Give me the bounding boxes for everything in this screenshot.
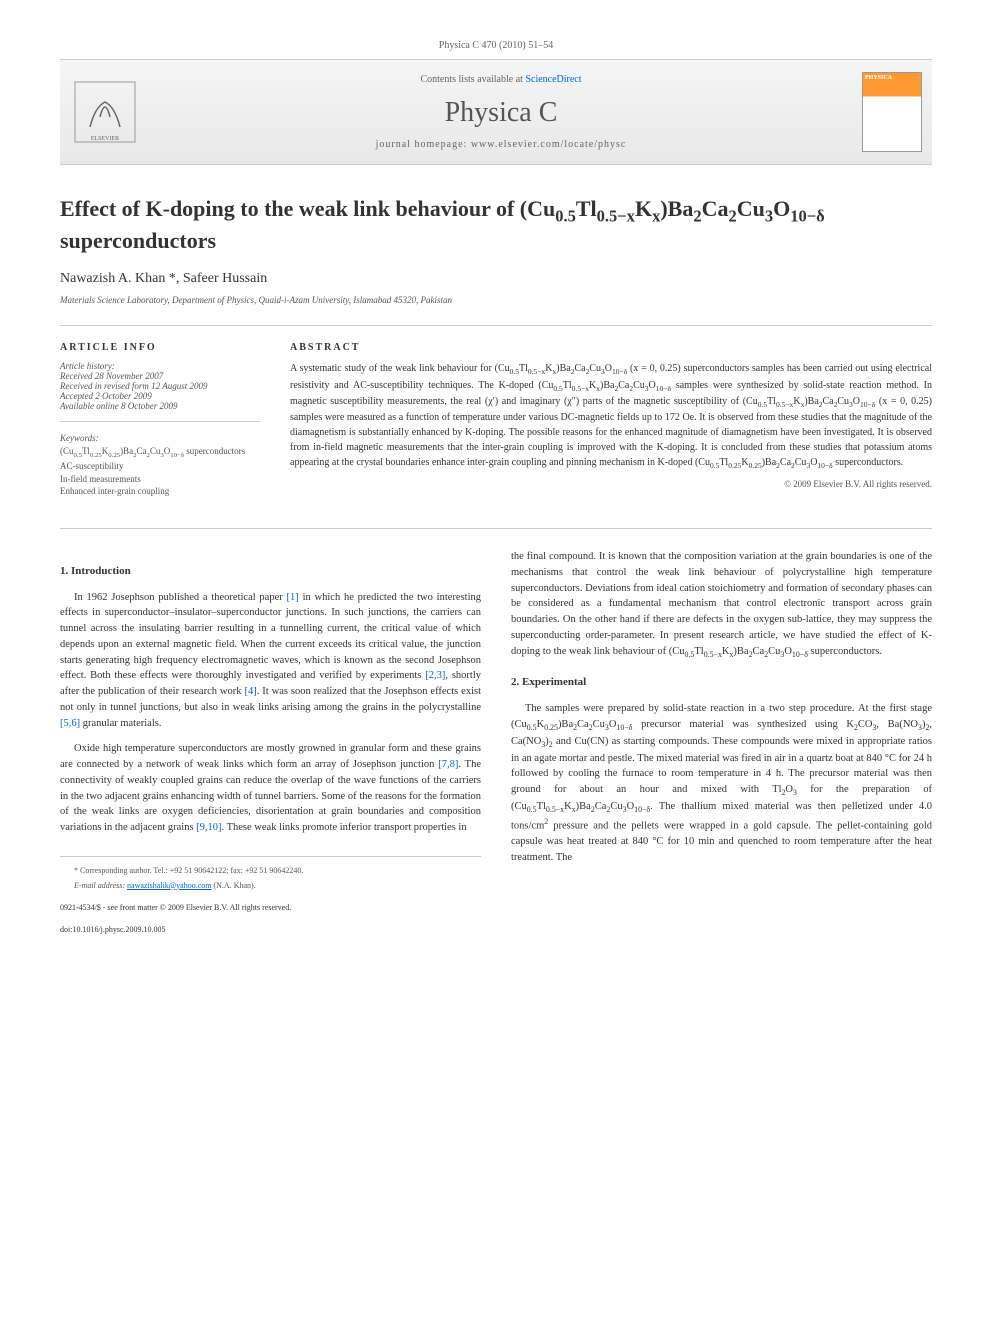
doi-line: doi:10.1016/j.physc.2009.10.005: [60, 924, 481, 936]
revised-date: Received in revised form 12 August 2009: [60, 381, 260, 391]
contents-text: Contents lists available at: [420, 74, 525, 85]
article-info: ARTICLE INFO Article history: Received 2…: [60, 342, 260, 498]
article-title: Effect of K-doping to the weak link beha…: [60, 195, 932, 255]
contents-line: Contents lists available at ScienceDirec…: [140, 74, 862, 85]
journal-reference: Physica C 470 (2010) 51–54: [60, 40, 932, 51]
email-suffix: (N.A. Khan).: [213, 881, 255, 890]
article-info-heading: ARTICLE INFO: [60, 342, 260, 353]
accepted-date: Accepted 2 October 2009: [60, 391, 260, 401]
online-date: Available online 8 October 2009: [60, 401, 260, 411]
history-label: Article history:: [60, 361, 260, 371]
body-columns: 1. Introduction In 1962 Josephson publis…: [60, 528, 932, 946]
elsevier-logo: ELSEVIER: [70, 77, 140, 147]
keyword-4: Enhanced inter-grain coupling: [60, 485, 260, 498]
svg-text:ELSEVIER: ELSEVIER: [91, 136, 119, 142]
page: Physica C 470 (2010) 51–54 ELSEVIER Cont…: [0, 0, 992, 986]
experimental-heading: 2. Experimental: [511, 674, 932, 691]
abstract-heading: ABSTRACT: [290, 342, 932, 353]
corresponding-author: * Corresponding author. Tel.: +92 51 906…: [60, 865, 481, 877]
affiliation: Materials Science Laboratory, Department…: [60, 295, 932, 305]
authors: Nawazish A. Khan *, Safeer Hussain: [60, 271, 932, 287]
keywords-label: Keywords:: [60, 432, 260, 445]
left-column: 1. Introduction In 1962 Josephson publis…: [60, 549, 481, 946]
intro-paragraph-3: the final compound. It is known that the…: [511, 549, 932, 660]
sciencedirect-link[interactable]: ScienceDirect: [525, 74, 581, 85]
info-abstract-row: ARTICLE INFO Article history: Received 2…: [60, 325, 932, 498]
experimental-paragraph-1: The samples were prepared by solid-state…: [511, 701, 932, 866]
abstract-block: ABSTRACT A systematic study of the weak …: [290, 342, 932, 498]
keyword-3: In-field measurements: [60, 473, 260, 486]
right-column: the final compound. It is known that the…: [511, 549, 932, 946]
intro-paragraph-1: In 1962 Josephson published a theoretica…: [60, 590, 481, 732]
keyword-2: AC-susceptibility: [60, 460, 260, 473]
email-line: E-mail address: nawazishalik@yahoo.com (…: [60, 880, 481, 892]
intro-heading: 1. Introduction: [60, 563, 481, 580]
email-label: E-mail address:: [74, 881, 125, 890]
journal-title: Physica C: [140, 97, 862, 129]
journal-cover-thumbnail: PHYSICA: [862, 72, 922, 152]
copyright-line: © 2009 Elsevier B.V. All rights reserved…: [290, 479, 932, 489]
abstract-text: A systematic study of the weak link beha…: [290, 361, 932, 471]
journal-header-bar: ELSEVIER Contents lists available at Sci…: [60, 59, 932, 165]
header-center: Contents lists available at ScienceDirec…: [140, 74, 862, 150]
homepage-line: journal homepage: www.elsevier.com/locat…: [140, 139, 862, 150]
history-block: Article history: Received 28 November 20…: [60, 361, 260, 422]
keyword-1: (Cu0.5Tl0.25K0.25)Ba2Ca2Cu3O10−δ superco…: [60, 445, 260, 460]
footer-block: * Corresponding author. Tel.: +92 51 906…: [60, 856, 481, 892]
issn-line: 0921-4534/$ - see front matter © 2009 El…: [60, 902, 481, 914]
received-date: Received 28 November 2007: [60, 371, 260, 381]
keywords-block: Keywords: (Cu0.5Tl0.25K0.25)Ba2Ca2Cu3O10…: [60, 432, 260, 498]
email-link[interactable]: nawazishalik@yahoo.com: [127, 881, 211, 890]
intro-paragraph-2: Oxide high temperature superconductors a…: [60, 741, 481, 836]
